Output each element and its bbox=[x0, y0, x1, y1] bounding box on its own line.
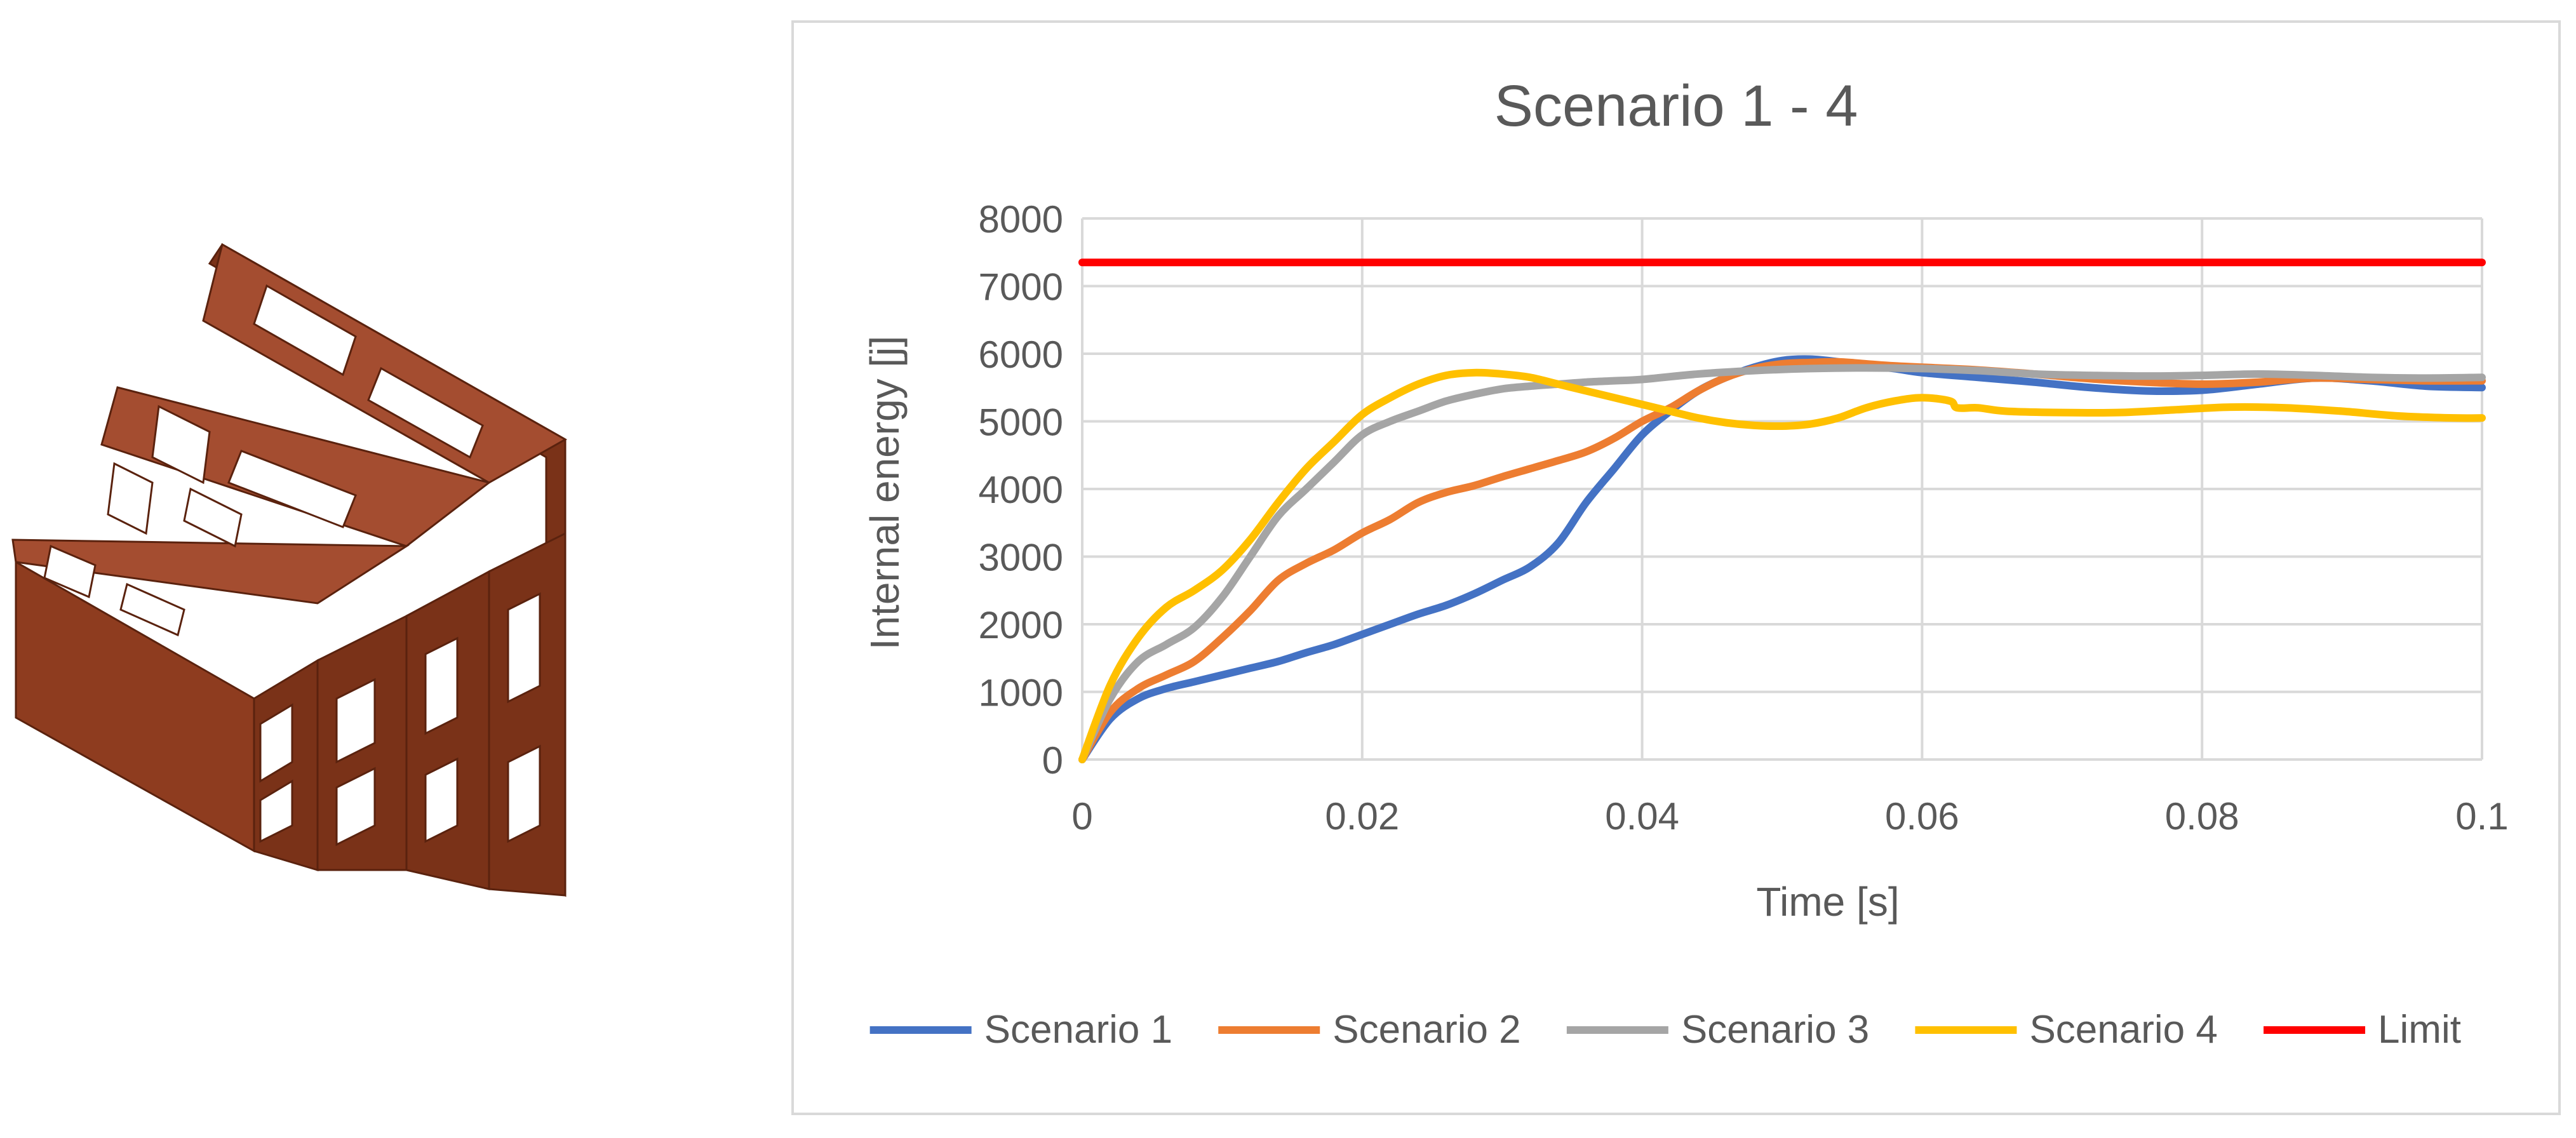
model-hole bbox=[367, 366, 484, 459]
y-tick-label: 1000 bbox=[979, 672, 1063, 714]
model-hole bbox=[107, 462, 154, 535]
series-line-scenario-1 bbox=[1078, 355, 2486, 763]
legend-item: Scenario 3 bbox=[1566, 1008, 1869, 1052]
legend-label: Scenario 4 bbox=[2029, 1008, 2217, 1052]
model-hole bbox=[424, 757, 459, 843]
x-tick-label: 0 bbox=[1071, 795, 1092, 838]
model-hole bbox=[259, 779, 293, 843]
model-hole bbox=[335, 678, 376, 764]
model-hole bbox=[151, 405, 211, 485]
x-axis-label: Time [s] bbox=[1756, 879, 1899, 925]
y-tick-label: 6000 bbox=[979, 333, 1063, 376]
x-tick-label: 0.04 bbox=[1605, 795, 1679, 838]
legend-item: Limit bbox=[2264, 1008, 2461, 1052]
y-tick-label: 7000 bbox=[979, 266, 1063, 309]
legend-item: Scenario 1 bbox=[869, 1008, 1172, 1052]
legend-label: Limit bbox=[2378, 1008, 2461, 1052]
model-hole bbox=[253, 284, 357, 377]
model-hole bbox=[259, 703, 293, 783]
model-side-face-3 bbox=[405, 570, 490, 890]
legend-item: Scenario 4 bbox=[1915, 1008, 2218, 1052]
y-axis-label: Internal energy [j] bbox=[862, 336, 908, 650]
legend-label: Scenario 3 bbox=[1681, 1008, 1869, 1052]
gridlines bbox=[1081, 217, 2483, 761]
series-line-scenario-4 bbox=[1078, 368, 2486, 763]
tick-labels: 0 1000 2000 3000 4000 5000 6000 7000 8000 0 0.02 0.… bbox=[979, 198, 2509, 838]
legend-label: Scenario 2 bbox=[1332, 1008, 1520, 1052]
series-lines bbox=[1078, 258, 2486, 763]
x-tick-label: 0.02 bbox=[1325, 795, 1399, 838]
model-render-image bbox=[11, 243, 568, 897]
model-hole bbox=[335, 766, 376, 847]
model-hole bbox=[227, 450, 357, 528]
y-tick-label: 8000 bbox=[979, 198, 1063, 241]
model-hole bbox=[507, 744, 541, 843]
legend: Scenario 1 Scenario 2 Scenario 3 Scenario 4… bbox=[869, 1008, 2461, 1052]
model-hole bbox=[43, 544, 97, 599]
x-tick-label: 0.1 bbox=[2455, 795, 2508, 838]
model-hole bbox=[183, 487, 243, 548]
chart-title: Scenario 1 - 4 bbox=[1494, 74, 1858, 138]
y-tick-label: 5000 bbox=[979, 401, 1063, 444]
y-tick-label: 2000 bbox=[979, 604, 1063, 646]
legend-label: Scenario 1 bbox=[984, 1008, 1172, 1052]
model-hole bbox=[507, 592, 541, 704]
line-chart: 0 1000 2000 3000 4000 5000 6000 7000 8000 0 0.02 0.… bbox=[862, 74, 2509, 1052]
model-side-face-4 bbox=[488, 532, 567, 897]
y-tick-label: 0 bbox=[1042, 739, 1063, 782]
model-top-face-low bbox=[11, 539, 410, 605]
y-tick-label: 4000 bbox=[979, 469, 1063, 511]
chart-frame: 0 1000 2000 3000 4000 5000 6000 7000 8000 0 0.02 0.… bbox=[791, 20, 2561, 1115]
series-line-scenario-3 bbox=[1078, 364, 2486, 763]
model-hole bbox=[424, 636, 459, 735]
legend-item: Scenario 2 bbox=[1218, 1008, 1521, 1052]
x-tick-label: 0.08 bbox=[2165, 795, 2239, 838]
model-hole bbox=[119, 582, 185, 637]
x-tick-label: 0.06 bbox=[1885, 795, 1959, 838]
y-tick-label: 3000 bbox=[979, 537, 1063, 579]
